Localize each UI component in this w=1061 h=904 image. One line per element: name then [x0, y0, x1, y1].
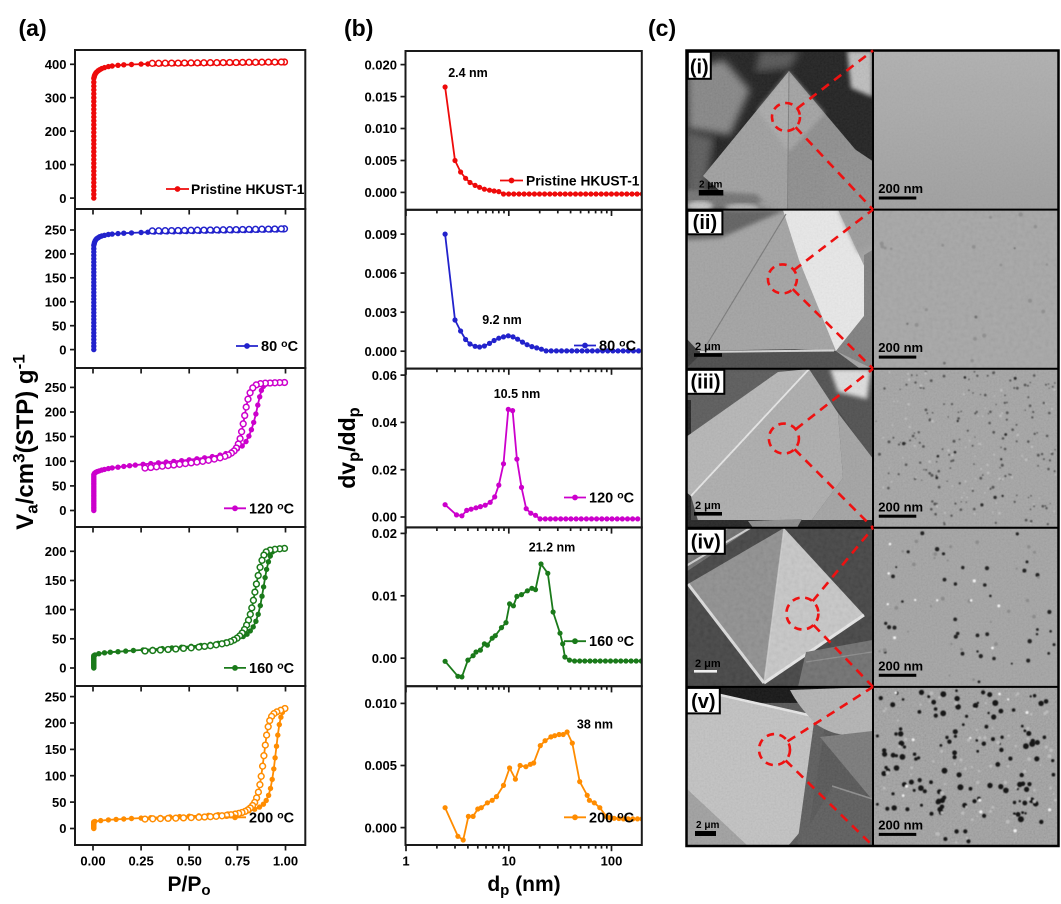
svg-text:0.006: 0.006 [364, 266, 397, 281]
svg-text:dvp/ddp: dvp/ddp [334, 407, 364, 489]
svg-text:100: 100 [601, 854, 623, 869]
svg-text:1.00: 1.00 [273, 854, 298, 869]
svg-text:21.2 nm: 21.2 nm [529, 541, 576, 555]
svg-text:400: 400 [45, 57, 67, 72]
svg-text:200 nm: 200 nm [878, 499, 923, 514]
svg-text:150: 150 [45, 271, 67, 286]
svg-text:0.04: 0.04 [372, 415, 398, 430]
svg-text:0.009: 0.009 [364, 227, 397, 242]
svg-text:(iii): (iii) [691, 371, 721, 393]
svg-text:Pristine HKUST-1: Pristine HKUST-1 [191, 182, 305, 197]
svg-text:0.00: 0.00 [372, 510, 397, 525]
svg-text:100: 100 [45, 454, 67, 469]
svg-text:100: 100 [45, 768, 67, 783]
svg-text:200 nm: 200 nm [878, 340, 923, 355]
svg-text:2 μm: 2 μm [696, 820, 719, 831]
svg-text:80 oC: 80 oC [261, 338, 299, 355]
svg-text:250: 250 [45, 380, 67, 395]
svg-text:0.005: 0.005 [364, 153, 397, 168]
svg-text:0: 0 [59, 821, 66, 836]
svg-text:150: 150 [45, 573, 67, 588]
svg-text:200 nm: 200 nm [878, 181, 923, 196]
svg-text:0.000: 0.000 [364, 820, 397, 835]
svg-text:(a): (a) [19, 15, 47, 41]
svg-text:120 oC: 120 oC [589, 490, 635, 507]
svg-text:0.01: 0.01 [372, 589, 397, 604]
svg-text:100: 100 [45, 602, 67, 617]
svg-text:0.000: 0.000 [364, 344, 397, 359]
svg-text:2 μm: 2 μm [699, 180, 722, 191]
svg-text:(iv): (iv) [691, 531, 721, 553]
svg-text:0.25: 0.25 [128, 854, 153, 869]
svg-text:200 oC: 200 oC [589, 809, 635, 826]
svg-text:(v): (v) [691, 691, 715, 713]
svg-text:50: 50 [52, 318, 66, 333]
svg-text:0.50: 0.50 [177, 854, 202, 869]
svg-text:9.2 nm: 9.2 nm [482, 313, 522, 327]
svg-text:(i): (i) [690, 56, 709, 78]
svg-text:200: 200 [45, 124, 67, 139]
svg-text:50: 50 [52, 795, 66, 810]
svg-text:0.00: 0.00 [80, 854, 105, 869]
svg-text:80 oC: 80 oC [599, 338, 637, 355]
svg-text:150: 150 [45, 742, 67, 757]
svg-text:dp (nm): dp (nm) [487, 873, 560, 899]
svg-text:200: 200 [45, 247, 67, 262]
svg-text:0.003: 0.003 [364, 305, 397, 320]
svg-text:2 μm: 2 μm [695, 658, 721, 670]
svg-text:10: 10 [502, 854, 516, 869]
svg-text:2 μm: 2 μm [695, 500, 721, 512]
svg-text:38 nm: 38 nm [577, 718, 613, 732]
svg-text:0.015: 0.015 [364, 89, 397, 104]
svg-text:0.75: 0.75 [225, 854, 250, 869]
svg-text:0.010: 0.010 [364, 121, 397, 136]
svg-text:(ii): (ii) [693, 212, 717, 234]
svg-text:150: 150 [45, 429, 67, 444]
svg-text:2.4 nm: 2.4 nm [448, 66, 488, 80]
svg-text:0: 0 [59, 661, 66, 676]
svg-text:0: 0 [59, 503, 66, 518]
svg-text:0.000: 0.000 [364, 185, 397, 200]
svg-text:200 nm: 200 nm [878, 658, 923, 673]
svg-text:0.010: 0.010 [364, 696, 397, 711]
svg-text:0.02: 0.02 [372, 462, 397, 477]
svg-text:50: 50 [52, 479, 66, 494]
svg-text:1: 1 [402, 854, 409, 869]
svg-text:0: 0 [59, 342, 66, 357]
svg-text:200: 200 [45, 405, 67, 420]
svg-text:0.020: 0.020 [364, 57, 397, 72]
svg-text:250: 250 [45, 223, 67, 238]
svg-text:300: 300 [45, 90, 67, 105]
svg-text:50: 50 [52, 632, 66, 647]
svg-text:0.02: 0.02 [372, 526, 397, 541]
svg-text:(c): (c) [648, 15, 676, 41]
svg-text:200: 200 [45, 716, 67, 731]
svg-text:0: 0 [59, 191, 66, 206]
svg-text:200 oC: 200 oC [249, 809, 295, 826]
svg-text:0.06: 0.06 [372, 368, 397, 383]
svg-text:Va/cm3(STP) g-1: Va/cm3(STP) g-1 [10, 354, 42, 529]
svg-text:160 oC: 160 oC [249, 660, 295, 677]
svg-text:200 nm: 200 nm [878, 818, 923, 833]
svg-text:2 μm: 2 μm [695, 341, 721, 353]
svg-text:250: 250 [45, 689, 67, 704]
svg-text:160 oC: 160 oC [589, 633, 635, 650]
svg-text:200: 200 [45, 544, 67, 559]
svg-text:120 oC: 120 oC [249, 500, 295, 517]
svg-text:Pristine HKUST-1: Pristine HKUST-1 [526, 174, 640, 189]
svg-text:10.5 nm: 10.5 nm [494, 387, 541, 401]
svg-text:(b): (b) [344, 15, 373, 41]
svg-text:0.00: 0.00 [372, 651, 397, 666]
svg-text:0.005: 0.005 [364, 758, 397, 773]
svg-text:100: 100 [45, 295, 67, 310]
svg-text:100: 100 [45, 157, 67, 172]
